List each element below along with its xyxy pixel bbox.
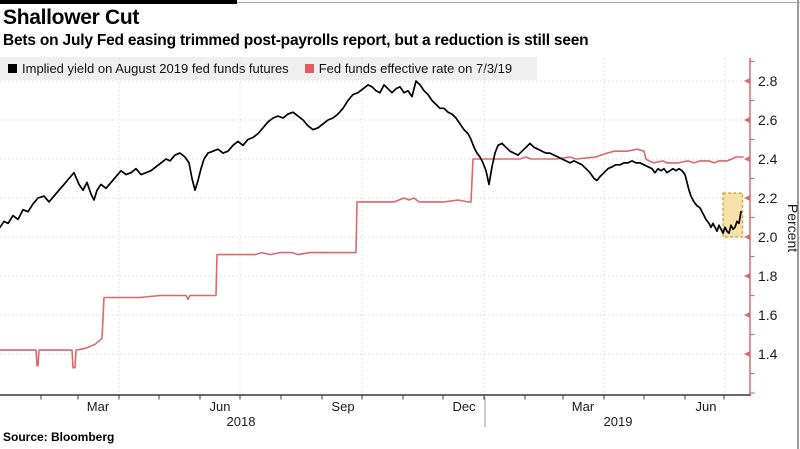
page-title: Shallower Cut [3,6,140,29]
y-tick-label: 1.4 [758,346,778,362]
y-axis-major-tick [744,273,750,280]
x-year-label: 2019 [604,414,633,429]
y-axis-major-tick [744,77,750,84]
y-tick-label: 1.8 [758,268,778,284]
y-axis-title: Percent [785,204,800,252]
y-tick-label: 2.6 [758,112,778,128]
x-year-label: 2018 [227,414,256,429]
legend-item-implied-yield: Implied yield on August 2019 fed funds f… [8,61,289,76]
x-month-label: Sep [331,399,354,414]
highlight-layer [722,192,744,238]
legend-label-implied-yield: Implied yield on August 2019 fed funds f… [22,61,289,76]
legend-label-effective-rate: Fed funds effective rate on 7/3/19 [318,61,513,76]
highlight-box [722,192,744,238]
y-axis-major-tick [744,312,750,319]
axis-layer [0,58,755,427]
x-month-label: Dec [452,399,476,414]
legend-item-effective-rate: Fed funds effective rate on 7/3/19 [304,61,513,76]
x-month-label: Jun [696,399,717,414]
x-month-label: Mar [87,399,110,414]
source-attribution: Source: Bloomberg [3,430,115,444]
y-tick-label: 2.4 [758,151,778,167]
chart-legend: Implied yield on August 2019 fed funds f… [0,57,537,80]
y-tick-label: 2.0 [758,229,778,245]
grid-layer [0,58,750,395]
page-subtitle: Bets on July Fed easing trimmed post-pay… [3,32,589,49]
implied-yield-swatch-icon [8,64,17,73]
y-tick-label: 2.8 [758,73,778,89]
y-axis-major-tick [744,195,750,202]
axis-label-layer: 1.4 1.6 1.8 2.0 2.2 2.4 2.6 2.8 Mar Jun Sep Dec Mar J… [87,73,778,429]
y-axis-major-tick [744,116,750,123]
y-axis-major-tick [744,351,750,358]
y-tick-label: 2.2 [758,190,778,206]
y-tick-label: 1.6 [758,307,778,323]
y-axis-major-tick [744,234,750,241]
effective-rate-swatch-icon [304,64,314,73]
top-rule-line [237,2,800,3]
series-implied-yield-line [0,80,742,234]
right-border-line [797,0,799,449]
y-axis-major-tick [744,155,750,162]
title-accent-bar [0,0,237,4]
series-effective-rate-line [0,148,744,369]
series-layer [0,80,744,369]
x-month-label: Jun [210,399,231,414]
x-month-label: Mar [572,399,595,414]
